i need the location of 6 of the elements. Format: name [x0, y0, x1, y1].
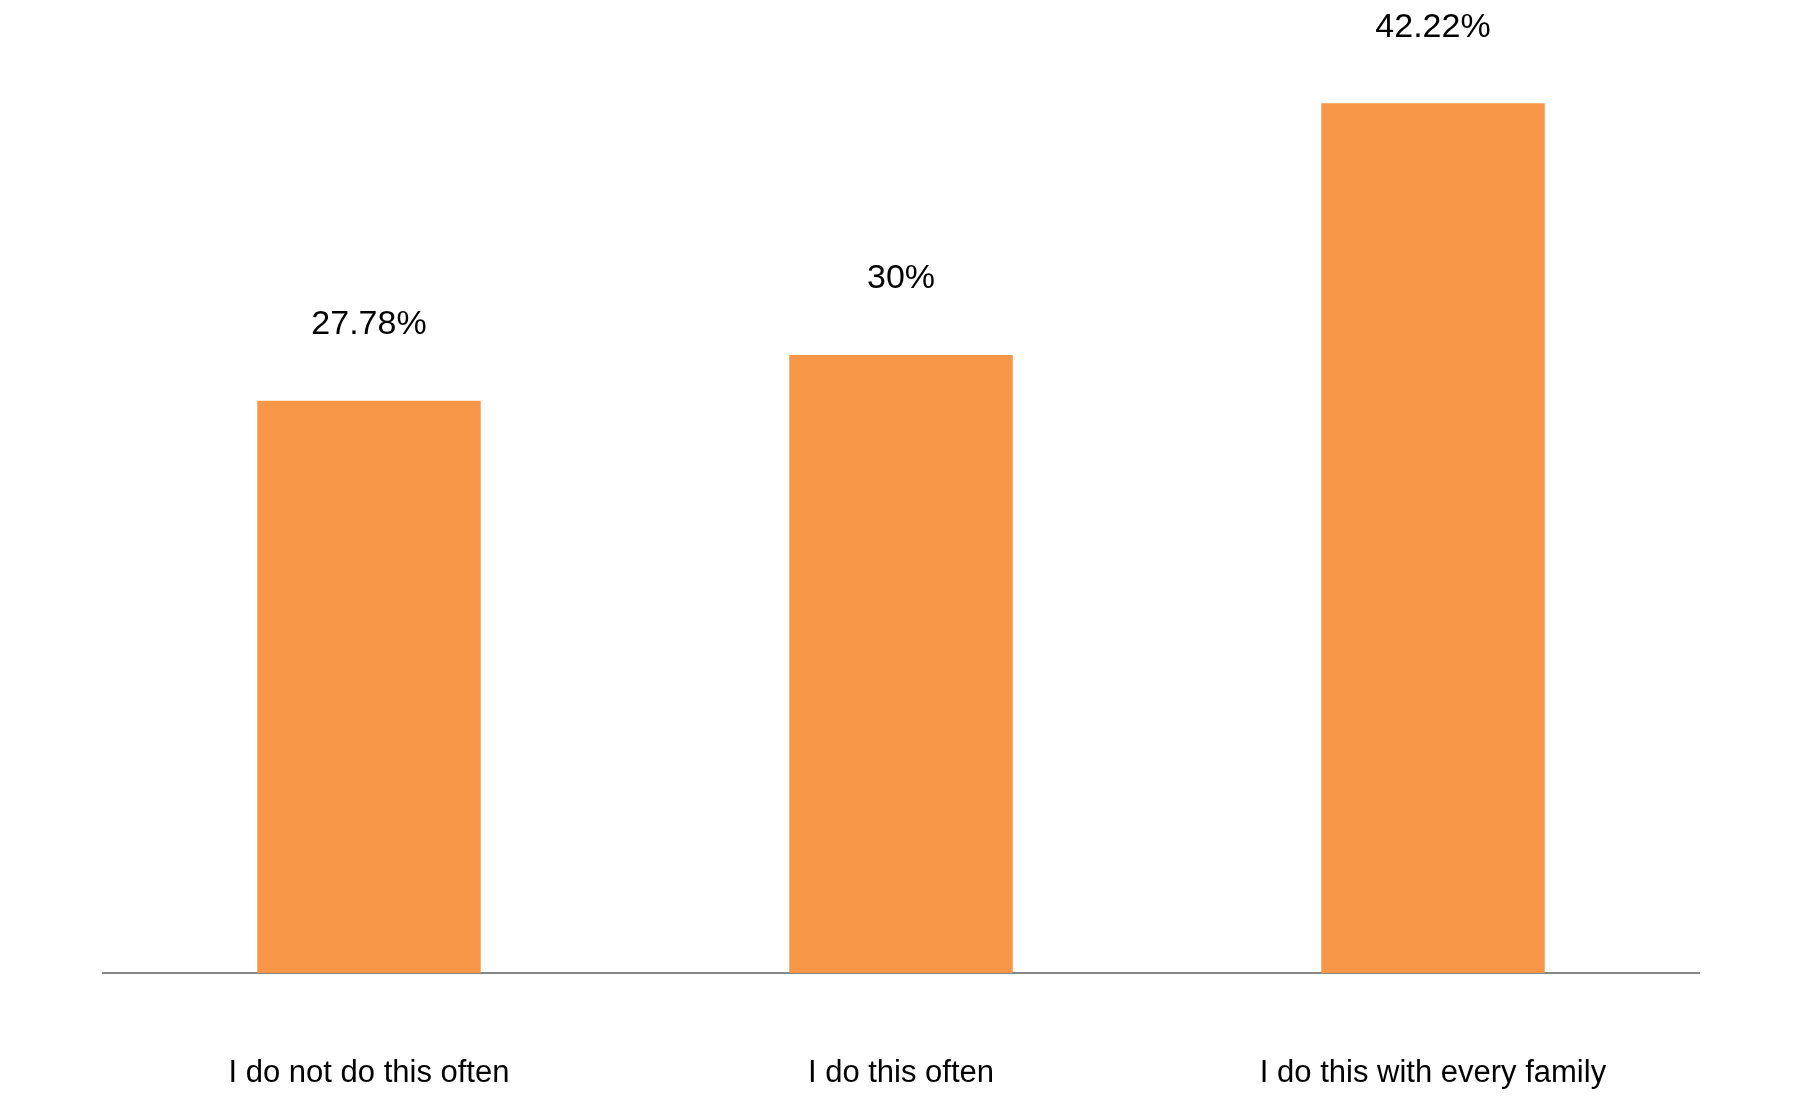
x-tick-label: I do not do this often — [228, 1054, 510, 1090]
x-tick-label: I do this with every family — [1259, 1054, 1607, 1090]
x-tick-label: I do this often — [807, 1054, 995, 1090]
data-label: 27.78% — [311, 303, 427, 342]
data-label: 30% — [866, 257, 936, 296]
data-label: 42.22% — [1375, 5, 1491, 44]
